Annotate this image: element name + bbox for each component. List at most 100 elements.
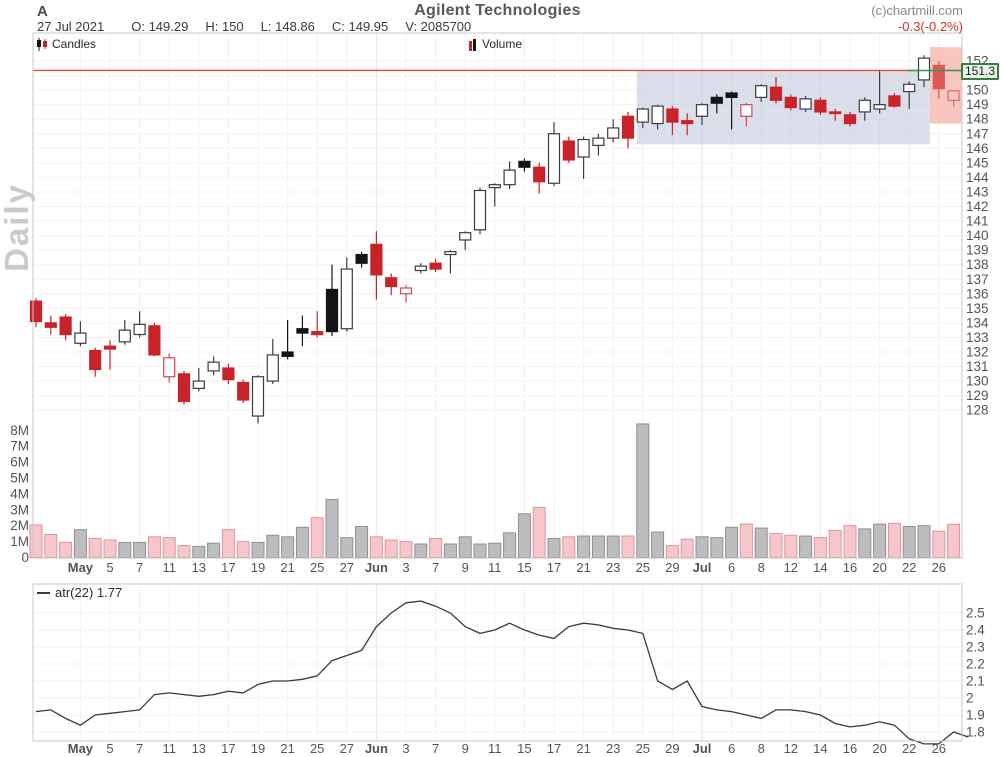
volume-tick-label: 4M [10, 486, 29, 501]
candle-body [592, 137, 605, 146]
x-tick-label: 12 [784, 560, 798, 575]
x-tick-label: 3 [402, 560, 409, 575]
x-tick-label: 11 [488, 560, 502, 575]
volume-bar [281, 536, 295, 559]
volume-bar [680, 538, 694, 559]
volume-bar [369, 536, 383, 559]
volume-bar [843, 525, 857, 559]
low-value: L: 148.86 [260, 19, 315, 34]
x-tick-label-atr: Jun [365, 741, 388, 756]
candle-body [385, 277, 398, 288]
candle-body [177, 373, 191, 403]
volume-bar [873, 523, 887, 558]
timeframe-label: Daily [0, 183, 35, 272]
x-tick-label: Jun [365, 560, 388, 575]
x-tick-label: 17 [547, 560, 561, 575]
volume-bar [236, 541, 250, 558]
x-tick-label: 16 [843, 560, 857, 575]
candle-body [547, 133, 561, 184]
candle-body [59, 316, 72, 336]
candle-body [148, 325, 161, 356]
price-tick-label: 147 [966, 126, 989, 141]
volume-tick-label: 7M [10, 439, 29, 454]
volume-bar [266, 534, 280, 558]
price-tick-label: 135 [966, 301, 989, 316]
volume-bar [562, 536, 576, 559]
volume-bar [813, 537, 827, 558]
volume-bar [517, 513, 531, 559]
candle-body [414, 265, 427, 272]
x-tick-label: May [68, 560, 94, 575]
candle-body [29, 300, 43, 323]
close-value: C: 149.95 [331, 19, 389, 34]
x-tick-label-atr: 19 [251, 741, 265, 756]
x-tick-label: 25 [310, 560, 324, 575]
candle-body [103, 345, 117, 350]
candle-body [903, 83, 916, 93]
x-tick-label: 14 [813, 560, 827, 575]
volume-bar [399, 541, 413, 558]
volume-bar [947, 523, 961, 558]
volume-bar [207, 542, 221, 559]
volume-bar [192, 545, 206, 558]
x-tick-label: 7 [432, 560, 439, 575]
x-tick-label: 26 [932, 560, 946, 575]
volume-bar [739, 523, 753, 558]
volume-tick-label: 8M [10, 423, 29, 438]
atr-tick-label: 1.9 [966, 708, 985, 723]
candles-legend: Candles [36, 37, 96, 51]
volume-value: V: 2085700 [405, 19, 472, 34]
atr-tick-label: 2 [966, 691, 974, 706]
atr-legend: atr(22) 1.77 [37, 585, 122, 600]
volume-bar [162, 537, 176, 558]
candle-body [577, 138, 590, 158]
candle-body [340, 268, 353, 330]
volume-layer [29, 423, 961, 559]
x-tick-label-atr: 6 [728, 741, 735, 756]
x-tick-label-atr: Jul [693, 741, 712, 756]
price-tick-label: 138 [966, 257, 989, 272]
volume-bar [355, 525, 369, 558]
gridlines [33, 33, 962, 741]
candle-body [829, 111, 842, 115]
price-tick-label: 141 [966, 214, 989, 229]
x-tick-label: 15 [517, 560, 531, 575]
price-tick-label: 128 [966, 403, 989, 418]
candles-icon [37, 37, 47, 51]
volume-bar [858, 528, 872, 559]
volume-bar [295, 526, 309, 558]
volume-bar [532, 506, 546, 559]
price-tick-label: 133 [966, 330, 989, 345]
volume-bar [221, 529, 235, 558]
candle-body [725, 92, 738, 98]
volume-bar [784, 534, 798, 558]
atr-panel-border [32, 583, 963, 742]
candle-body [207, 361, 220, 372]
candle-body [755, 85, 768, 98]
volume-bar [591, 535, 605, 558]
atr-tick-label: 2.3 [966, 640, 985, 655]
price-tick-label: 150 [966, 83, 989, 98]
consolidation-box [636, 70, 930, 145]
candle-body [562, 140, 575, 161]
x-tick-label-atr: 11 [162, 741, 176, 756]
x-tick-label: 6 [728, 560, 735, 575]
x-tick-label: 5 [106, 560, 113, 575]
atr-legend-label: atr(22) 1.77 [55, 585, 123, 600]
volume-tick-label: 3M [10, 502, 29, 517]
volume-icon [469, 38, 476, 51]
atr-tick-label: 2.5 [966, 606, 985, 621]
breakout-box [929, 47, 962, 124]
volume-bar [606, 535, 620, 558]
volume-bar [429, 537, 443, 558]
main-panel-border [32, 32, 963, 559]
volume-bar [621, 535, 635, 558]
price-tick-label: 134 [966, 315, 989, 330]
candle-body [740, 104, 753, 117]
price-level-badge: 151.3 [961, 63, 1000, 80]
ohlc-row: 27 Jul 2021 O: 149.29 H: 150 L: 148.86 C… [37, 19, 471, 34]
x-tick-label-atr: May [68, 741, 94, 756]
volume-bar [147, 536, 161, 559]
candle-body [710, 96, 723, 104]
